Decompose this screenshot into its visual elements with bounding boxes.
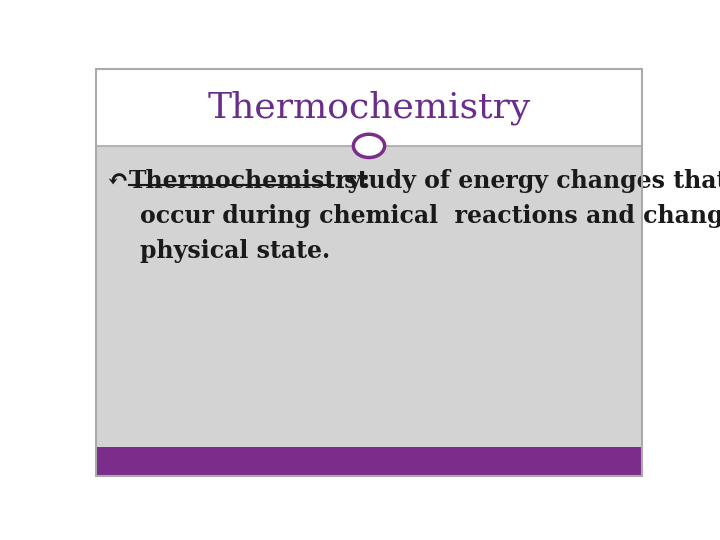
Text: physical state.: physical state. bbox=[140, 239, 330, 264]
Circle shape bbox=[354, 134, 384, 158]
FancyBboxPatch shape bbox=[96, 447, 642, 476]
Text: Thermochemistry:: Thermochemistry: bbox=[129, 169, 371, 193]
Text: Thermochemistry: Thermochemistry bbox=[207, 90, 531, 125]
Text: occur during chemical  reactions and changes in: occur during chemical reactions and chan… bbox=[140, 204, 720, 228]
Text: study of energy changes that: study of energy changes that bbox=[336, 169, 720, 193]
FancyBboxPatch shape bbox=[96, 69, 642, 146]
Text: ↶: ↶ bbox=[107, 169, 129, 194]
FancyBboxPatch shape bbox=[96, 146, 642, 447]
